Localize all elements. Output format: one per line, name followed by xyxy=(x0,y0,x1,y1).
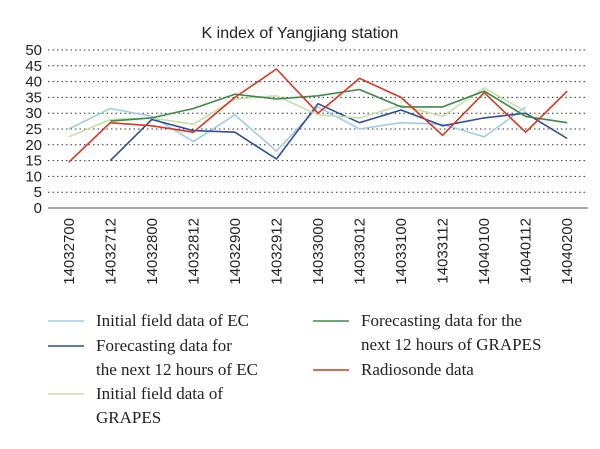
x-tick-label: 14033012 xyxy=(352,218,369,285)
y-tick-label: 5 xyxy=(34,184,42,201)
x-tick-label: 14032900 xyxy=(227,218,244,285)
y-tick-label: 50 xyxy=(25,42,42,59)
x-tick-label: 14033000 xyxy=(310,218,327,285)
x-tick-label: 14032712 xyxy=(102,218,119,285)
x-tick-label: 14033112 xyxy=(435,218,452,284)
series-line xyxy=(68,68,568,163)
legend-label: the next 12 hours of EC xyxy=(96,360,258,379)
legend-label: Forecasting data for the xyxy=(361,311,522,330)
y-tick-label: 10 xyxy=(25,168,42,185)
legend-label: Radiosonde data xyxy=(361,360,474,379)
series-lines xyxy=(68,68,568,163)
x-tick-label: 14040200 xyxy=(559,218,576,285)
y-tick-label: 15 xyxy=(25,153,42,170)
x-tick-label: 14040100 xyxy=(476,218,493,285)
y-tick-label: 40 xyxy=(25,74,42,91)
y-tick-label: 25 xyxy=(25,121,42,138)
legend-label: Initial field data of xyxy=(96,384,223,403)
series-line xyxy=(68,106,527,152)
x-tick-label: 14032912 xyxy=(268,218,285,285)
grid-lines xyxy=(48,49,588,209)
y-tick-label: 0 xyxy=(34,200,42,217)
x-axis-ticks: 14032700 14032712 14032800 14032812 14032900… xyxy=(61,218,576,285)
x-tick-label: 14032800 xyxy=(144,218,161,285)
legend-label: next 12 hours of GRAPES xyxy=(361,335,541,354)
x-tick-label: 14033100 xyxy=(393,218,410,285)
y-tick-label: 20 xyxy=(25,137,42,154)
chart-title: K index of Yangjiang station xyxy=(202,25,399,42)
series-line xyxy=(109,102,568,162)
series-line xyxy=(110,88,568,124)
x-tick-label: 14040112 xyxy=(518,218,535,284)
x-tick-label: 14032812 xyxy=(185,218,202,285)
y-tick-label: 35 xyxy=(25,89,42,106)
legend: Initial field data of EC Forecasting data… xyxy=(48,311,541,427)
y-tick-label: 30 xyxy=(25,105,42,122)
legend-label: Initial field data of EC xyxy=(96,311,249,330)
x-tick-label: 14032700 xyxy=(61,218,78,285)
legend-label: Forecasting data for xyxy=(96,336,232,355)
legend-label: GRAPES xyxy=(96,408,161,427)
y-tick-label: 45 xyxy=(25,58,42,75)
